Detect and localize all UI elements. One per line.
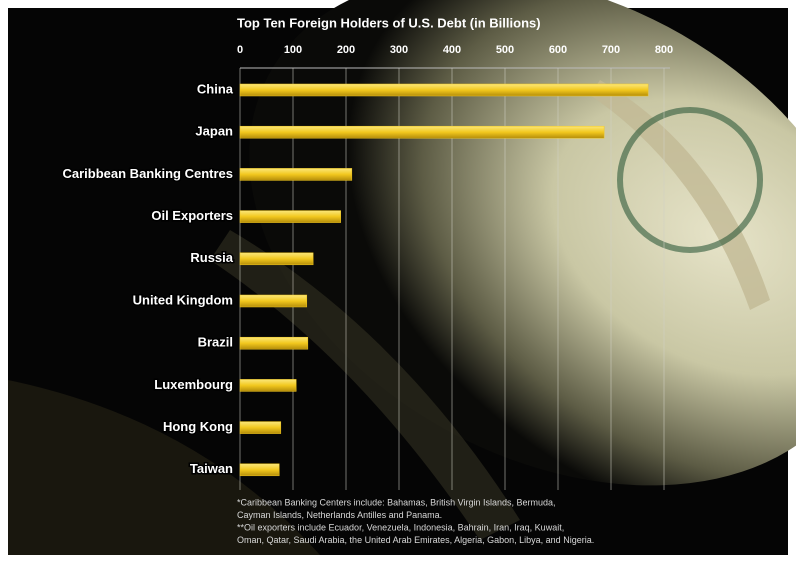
bar xyxy=(239,421,282,434)
footnote: Cayman Islands, Netherlands Antilles and… xyxy=(237,510,442,520)
x-tick-label: 200 xyxy=(337,44,355,56)
bar xyxy=(239,168,353,181)
x-tick-label: 600 xyxy=(549,44,567,56)
money-image xyxy=(8,0,796,555)
x-tick-label: 400 xyxy=(443,44,461,56)
y-tick-label: Japan xyxy=(195,124,233,139)
x-tick-label: 300 xyxy=(390,44,408,56)
x-tick-label: 100 xyxy=(284,44,302,56)
y-tick-label: Russia xyxy=(190,250,233,265)
y-tick-label: Oil Exporters xyxy=(151,208,233,223)
y-tick-label: United Kingdom xyxy=(133,292,233,307)
y-tick-label: Luxembourg xyxy=(154,377,233,392)
bar xyxy=(239,379,297,392)
y-tick-label: Caribbean Banking Centres xyxy=(63,166,234,181)
bar xyxy=(239,252,314,266)
x-tick-label: 700 xyxy=(602,44,620,56)
bar xyxy=(239,125,605,139)
x-tick-label: 500 xyxy=(496,44,514,56)
bar xyxy=(239,83,649,97)
y-tick-label: Brazil xyxy=(198,335,233,350)
x-tick-label: 0 xyxy=(237,44,243,56)
bar xyxy=(239,463,280,477)
y-tick-label: China xyxy=(197,81,234,96)
chart-title: Top Ten Foreign Holders of U.S. Debt (in… xyxy=(237,15,541,30)
bar xyxy=(239,336,309,350)
bar xyxy=(239,210,341,223)
footnote: Oman, Qatar, Saudi Arabia, the United Ar… xyxy=(237,535,594,545)
y-tick-label: Hong Kong xyxy=(163,419,233,434)
x-tick-label: 800 xyxy=(655,44,673,56)
bar xyxy=(239,294,308,308)
footnote: **Oil exporters include Ecuador, Venezue… xyxy=(237,522,564,532)
y-tick-label: Taiwan xyxy=(190,461,233,476)
footnote: *Caribbean Banking Centers include: Baha… xyxy=(237,497,556,507)
